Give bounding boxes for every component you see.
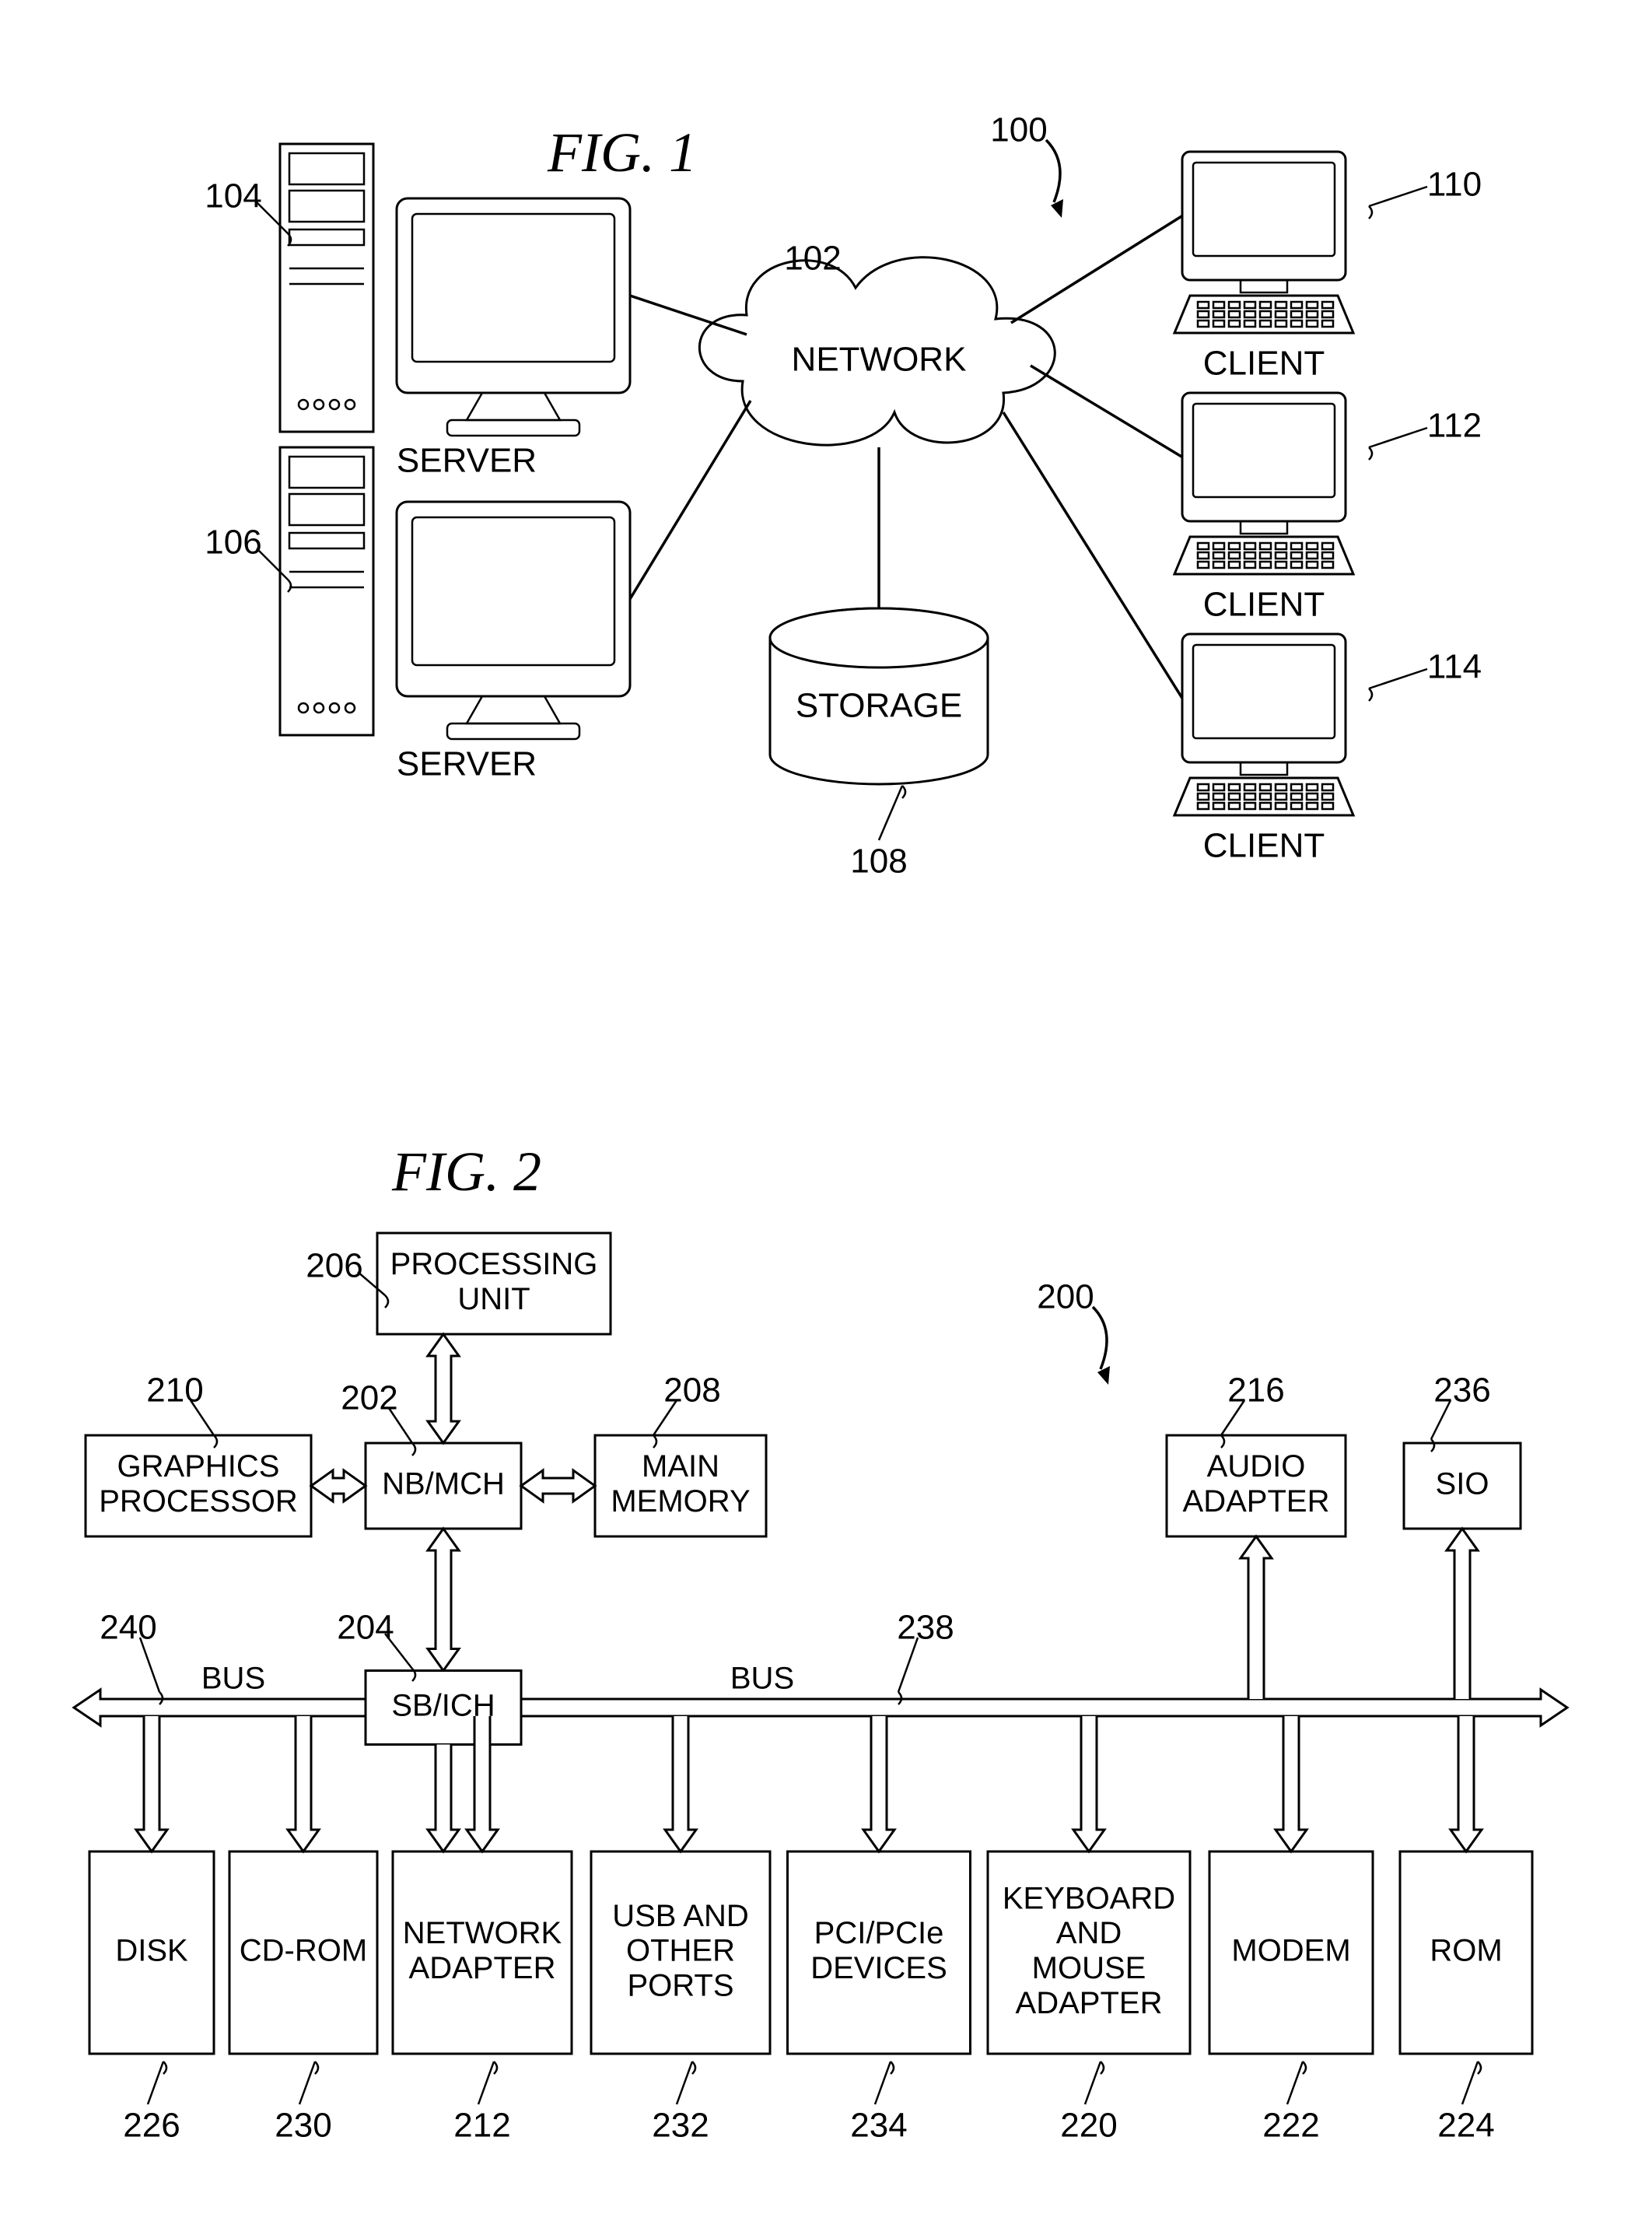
rom-box: ROM — [1400, 1851, 1532, 2054]
svg-text:BUS: BUS — [201, 1662, 265, 1696]
client-3 — [1174, 634, 1353, 815]
svg-text:210: 210 — [146, 1371, 203, 1410]
svg-text:204: 204 — [337, 1609, 394, 1647]
usb-box: USB ANDOTHERPORTS — [591, 1851, 770, 2054]
svg-text:NETWORK: NETWORK — [403, 1916, 562, 1950]
processing-unit-box: PROCESSINGUNIT — [377, 1233, 611, 1334]
svg-text:112: 112 — [1427, 407, 1482, 445]
svg-text:GRAPHICS: GRAPHICS — [117, 1449, 280, 1484]
svg-text:ADAPTER: ADAPTER — [1183, 1484, 1330, 1519]
figure-1: FIG. 1 NETWORK 102 100 SERVER 104 SERVER 106 STO… — [205, 111, 1482, 881]
svg-text:MEMORY: MEMORY — [611, 1484, 750, 1519]
svg-text:216: 216 — [1227, 1371, 1284, 1410]
svg-text:NETWORK: NETWORK — [792, 341, 967, 379]
svg-text:PCI/PCIe: PCI/PCIe — [814, 1916, 944, 1950]
sio-box: SIO — [1404, 1443, 1521, 1529]
svg-text:AUDIO: AUDIO — [1207, 1449, 1306, 1484]
svg-text:ADAPTER: ADAPTER — [1016, 1986, 1163, 2020]
svg-text:SERVER: SERVER — [397, 745, 537, 783]
svg-text:232: 232 — [652, 2107, 709, 2145]
pci-box: PCI/PCIeDEVICES — [788, 1851, 971, 2054]
svg-text:BUS: BUS — [730, 1662, 794, 1696]
graphics-processor-box: GRAPHICSPROCESSOR — [86, 1435, 311, 1536]
svg-text:CLIENT: CLIENT — [1203, 827, 1325, 865]
svg-text:KEYBOARD: KEYBOARD — [1003, 1881, 1175, 1915]
svg-text:CLIENT: CLIENT — [1203, 586, 1325, 624]
svg-text:OTHER: OTHER — [626, 1934, 735, 1968]
svg-text:230: 230 — [275, 2107, 331, 2145]
client-2 — [1174, 393, 1353, 574]
svg-text:208: 208 — [663, 1371, 720, 1410]
svg-text:STORAGE: STORAGE — [796, 687, 962, 725]
svg-text:DISK: DISK — [115, 1934, 188, 1968]
mod-box: MODEM — [1209, 1851, 1373, 2054]
svg-text:222: 222 — [1262, 2107, 1319, 2145]
svg-text:206: 206 — [306, 1247, 362, 1285]
svg-text:MAIN: MAIN — [642, 1449, 719, 1484]
nb-mch-box: NB/MCH — [366, 1443, 521, 1529]
svg-text:PROCESSING: PROCESSING — [390, 1247, 598, 1281]
svg-text:106: 106 — [205, 524, 261, 562]
svg-text:104: 104 — [205, 177, 261, 215]
svg-text:108: 108 — [850, 843, 907, 881]
svg-text:NB/MCH: NB/MCH — [382, 1467, 505, 1501]
na-box: NETWORKADAPTER — [393, 1851, 572, 2054]
svg-text:200: 200 — [1037, 1278, 1094, 1316]
svg-text:MODEM: MODEM — [1231, 1934, 1350, 1968]
svg-text:DEVICES: DEVICES — [810, 1951, 947, 1985]
svg-text:202: 202 — [341, 1379, 397, 1417]
svg-text:PORTS: PORTS — [627, 1968, 733, 2002]
svg-text:SERVER: SERVER — [397, 442, 537, 480]
server-2 — [280, 447, 630, 739]
svg-text:CLIENT: CLIENT — [1203, 345, 1325, 383]
svg-text:224: 224 — [1437, 2107, 1494, 2145]
server-1 — [280, 144, 630, 436]
svg-text:240: 240 — [100, 1609, 156, 1647]
fig1-title: FIG. 1 — [547, 121, 697, 184]
svg-text:AND: AND — [1056, 1916, 1122, 1950]
audio-adapter-box: AUDIOADAPTER — [1167, 1435, 1346, 1536]
svg-text:PROCESSOR: PROCESSOR — [99, 1484, 298, 1519]
figure-2: FIG. 2200PROCESSINGUNITNB/MCHGRAPHICSPRO… — [74, 1140, 1567, 2145]
svg-text:SIO: SIO — [1436, 1467, 1489, 1501]
svg-text:100: 100 — [990, 111, 1047, 149]
svg-text:110: 110 — [1427, 166, 1482, 204]
cd-box: CD-ROM — [229, 1851, 377, 2054]
svg-text:MOUSE: MOUSE — [1032, 1951, 1146, 1985]
svg-text:234: 234 — [850, 2107, 907, 2145]
svg-text:236: 236 — [1433, 1371, 1490, 1410]
disk-box: DISK — [89, 1851, 214, 2054]
fig2-title: FIG. 2 — [391, 1140, 541, 1203]
km-box: KEYBOARDANDMOUSEADAPTER — [988, 1851, 1190, 2054]
svg-text:UNIT: UNIT — [457, 1282, 530, 1316]
svg-text:220: 220 — [1060, 2107, 1117, 2145]
client-1 — [1174, 152, 1353, 333]
svg-text:ROM: ROM — [1430, 1934, 1502, 1968]
svg-text:ADAPTER: ADAPTER — [409, 1951, 556, 1985]
sb-ich-box: SB/ICH — [366, 1671, 521, 1745]
svg-text:212: 212 — [453, 2107, 510, 2145]
main-memory-box: MAINMEMORY — [595, 1435, 766, 1536]
svg-text:USB AND: USB AND — [612, 1899, 749, 1933]
svg-text:226: 226 — [123, 2107, 180, 2145]
svg-text:114: 114 — [1427, 648, 1482, 686]
svg-text:CD-ROM: CD-ROM — [240, 1934, 367, 1968]
svg-text:238: 238 — [897, 1609, 954, 1647]
svg-text:102: 102 — [784, 240, 841, 278]
